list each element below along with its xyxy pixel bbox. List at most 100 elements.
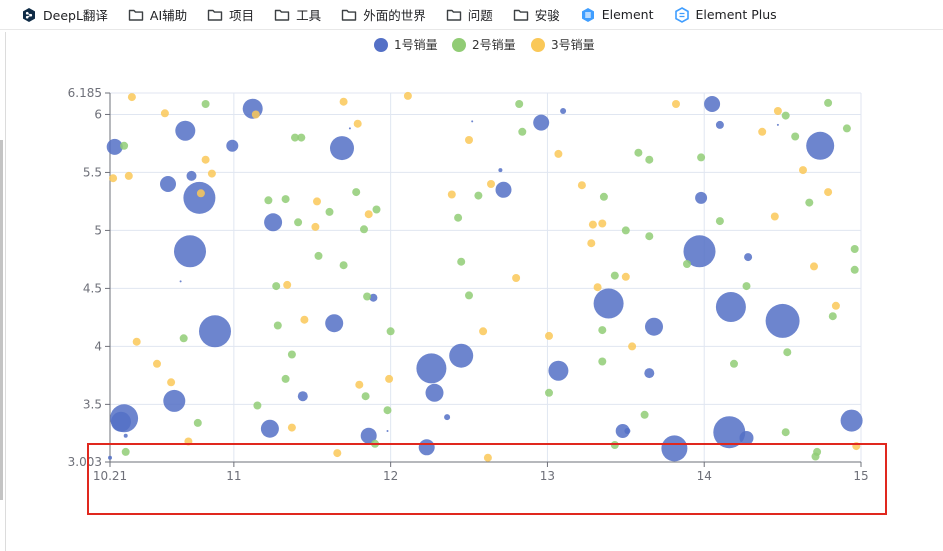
data-point [364,210,373,219]
data-point [813,447,822,456]
data-point [353,119,362,128]
bookmark-4[interactable]: 外面的世界 [336,3,431,27]
data-point [193,418,202,427]
y-tick-label: 5.5 [83,165,102,179]
data-point [598,357,607,366]
legend-marker [374,38,388,52]
bookmark-1[interactable]: AI辅助 [123,3,192,27]
y-tick-label: 3.5 [83,397,102,411]
data-point [297,133,306,142]
data-point [610,441,619,449]
data-point [744,253,753,262]
bookmark-label: 外面的世界 [363,8,426,23]
data-point [695,191,708,204]
data-point [418,439,435,456]
data-point [645,232,654,241]
data-point [588,220,597,229]
data-point [515,100,524,108]
data-point [805,198,814,207]
data-point [449,343,474,368]
data-point [577,181,586,190]
series-3 [109,91,861,462]
bookmark-label: Element Plus [695,7,777,22]
data-point [715,292,746,322]
data-point [644,368,655,379]
series-2 [120,98,859,461]
data-point [330,136,354,161]
data-point [300,315,309,324]
legend-label: 3号销量 [551,38,595,52]
data-point [386,430,389,432]
data-point [253,401,262,410]
x-tick-label: 10.21 [93,469,127,483]
data-point [106,138,123,155]
data-point [850,265,859,274]
data-point [842,124,851,133]
bookmark-3[interactable]: 工具 [269,3,326,27]
data-point [560,108,567,114]
data-point [339,261,348,270]
legend-item-3[interactable]: 3号销量 [531,38,595,52]
y-tick-label: 3.003 [68,455,102,469]
data-point [160,176,176,192]
data-point [273,321,282,330]
data-point [297,391,308,402]
data-point [824,98,833,107]
data-point [742,282,751,291]
bookmark-8[interactable]: Element Plus [669,3,782,27]
data-point [697,153,706,162]
scrollbar[interactable] [0,140,3,500]
y-tick-label: 6.185 [68,86,102,100]
data-point [683,235,716,268]
data-point [163,389,186,412]
element-plus-icon [674,6,696,23]
data-point [487,180,495,188]
data-point [599,192,608,201]
legend-item-1[interactable]: 1号销量 [374,38,438,52]
data-point [806,131,835,160]
data-point [294,218,303,227]
data-point [634,148,643,157]
data-point [339,97,348,106]
folder-icon [207,7,229,23]
data-point [123,433,128,438]
bookmark-7[interactable]: Element [575,3,659,27]
data-point [831,301,840,310]
data-point [184,437,193,446]
legend-item-2[interactable]: 2号销量 [452,38,516,52]
data-point [325,314,344,333]
data-point [325,207,334,216]
data-point [483,453,492,462]
data-point [479,327,488,336]
data-point [533,114,550,131]
bookmark-5[interactable]: 问题 [441,3,498,27]
bookmark-2[interactable]: 项目 [202,3,259,27]
bookmark-0[interactable]: DeepL翻译 [16,3,113,27]
data-point [287,350,296,359]
data-point [465,291,473,300]
data-point [311,222,320,231]
data-point [587,239,596,248]
data-point [371,439,379,448]
x-tick-label: 15 [853,469,868,483]
data-point [403,91,412,100]
data-point [791,132,800,141]
data-point [183,181,216,214]
data-point [167,378,176,387]
data-point [783,348,792,357]
data-point [548,360,569,381]
data-point [153,359,161,368]
data-point [444,414,451,421]
bookmark-label: 工具 [296,8,322,23]
element-icon [580,7,602,23]
data-point [447,190,456,199]
data-point [498,168,503,173]
data-point [352,188,361,197]
data-point [645,155,654,164]
bookmark-6[interactable]: 安骏 [508,3,565,27]
folder-icon [274,7,296,23]
data-point [773,107,782,115]
data-point [264,213,283,232]
folder-icon [128,7,150,23]
